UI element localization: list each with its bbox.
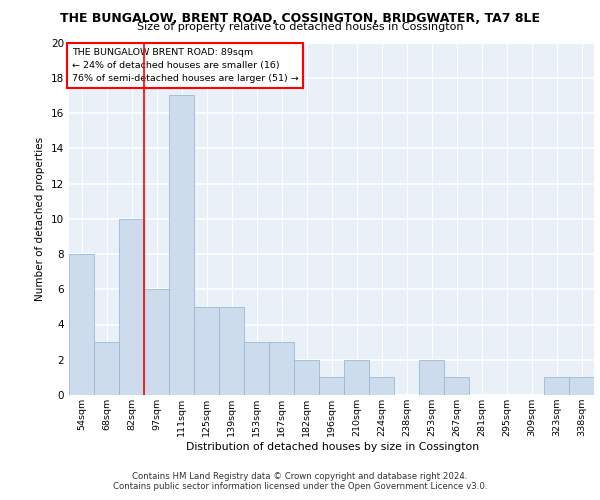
Text: Distribution of detached houses by size in Cossington: Distribution of detached houses by size … [187, 442, 479, 452]
Bar [344, 360, 369, 395]
Bar [569, 378, 594, 395]
Bar [119, 219, 144, 395]
Bar [269, 342, 294, 395]
Bar [69, 254, 94, 395]
Bar [194, 307, 219, 395]
Y-axis label: Number of detached properties: Number of detached properties [35, 136, 46, 301]
Bar [444, 378, 469, 395]
Text: Size of property relative to detached houses in Cossington: Size of property relative to detached ho… [137, 22, 463, 32]
Bar [144, 289, 169, 395]
Text: Contains HM Land Registry data © Crown copyright and database right 2024.
Contai: Contains HM Land Registry data © Crown c… [113, 472, 487, 491]
Bar [169, 96, 194, 395]
Bar [544, 378, 569, 395]
Bar [94, 342, 119, 395]
Bar [419, 360, 444, 395]
Bar [219, 307, 244, 395]
Bar [244, 342, 269, 395]
Text: THE BUNGALOW, BRENT ROAD, COSSINGTON, BRIDGWATER, TA7 8LE: THE BUNGALOW, BRENT ROAD, COSSINGTON, BR… [60, 12, 540, 24]
Bar [369, 378, 394, 395]
Text: THE BUNGALOW BRENT ROAD: 89sqm
← 24% of detached houses are smaller (16)
76% of : THE BUNGALOW BRENT ROAD: 89sqm ← 24% of … [71, 48, 298, 83]
Bar [294, 360, 319, 395]
Bar [319, 378, 344, 395]
